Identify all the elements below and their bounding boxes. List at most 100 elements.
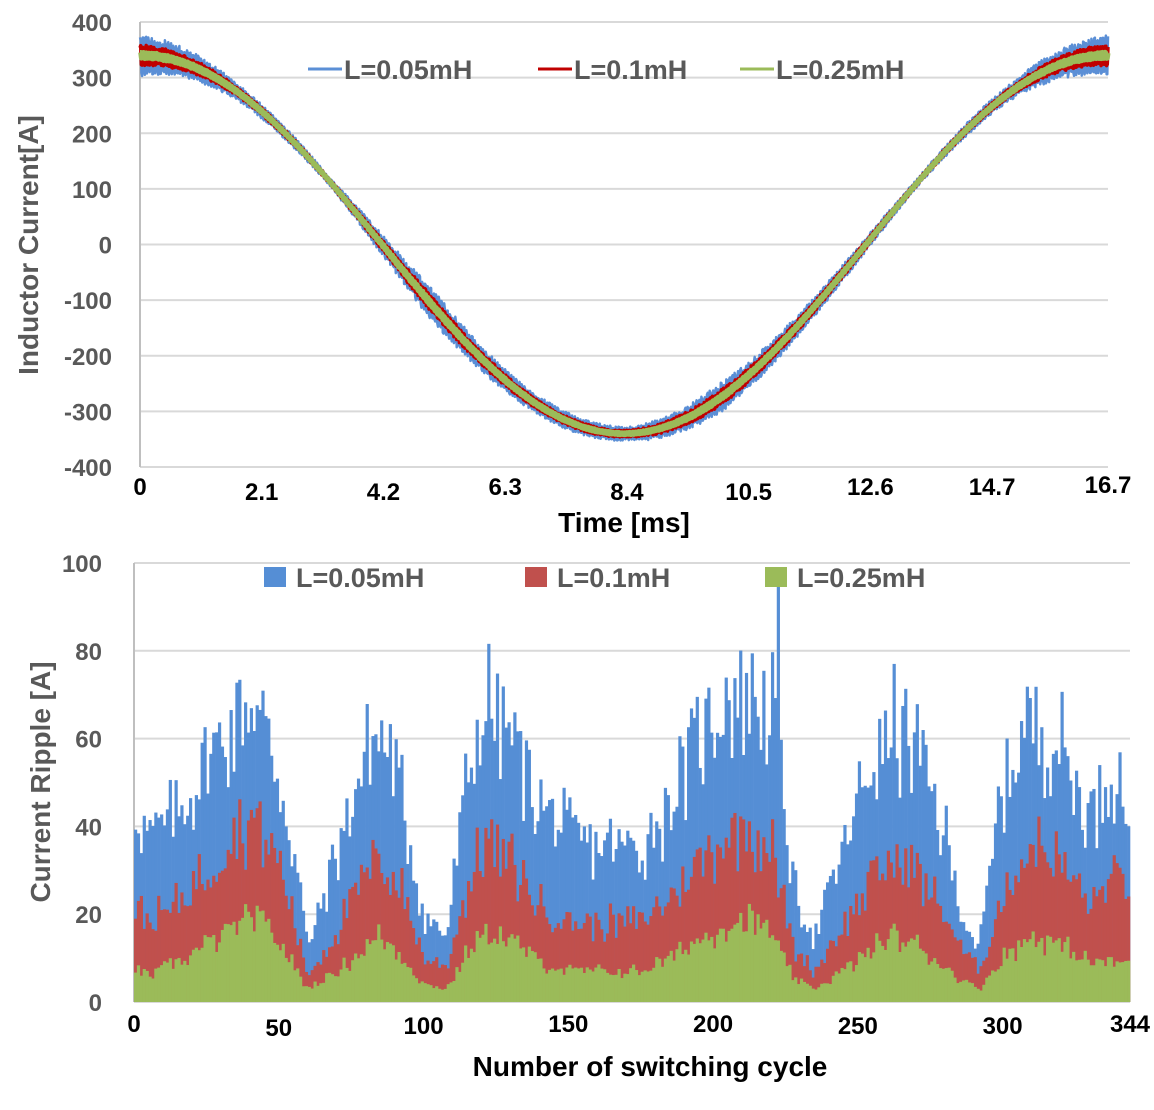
bar [1060,872,1064,1002]
bar [162,909,167,1002]
bar [1017,940,1021,1002]
bar [652,907,656,1002]
bar [863,910,867,1002]
bottom-y-tick-label: 40 [75,814,102,841]
bar [469,891,474,1002]
bar [909,938,914,1002]
bottom-x-tick-label: 200 [693,1011,733,1038]
bar [1121,962,1125,1002]
bar [391,871,395,1002]
bar [970,957,974,1002]
top-y-tick-labels: 400 300 200 100 0 -100 -200 -300 -400 [64,10,112,482]
bar [1092,965,1096,1002]
bar [753,934,757,1002]
bar [938,968,943,1002]
bar [698,943,702,1002]
bar [863,957,867,1002]
bar [782,952,786,1002]
bar [953,870,957,1002]
bar [336,976,340,1002]
bar [828,984,833,1002]
bar [1098,765,1102,1002]
bar [264,839,268,1002]
bar [568,797,572,1002]
bar [637,975,641,1002]
bar [562,974,566,1002]
bar [151,929,155,1002]
bar [744,851,749,1002]
bar [941,968,945,1002]
bottom-x-tick-labels: 0 50 100 150 200 250 300 344 [127,1011,1150,1042]
top-y-tick-label: -400 [64,455,112,482]
bar [521,947,526,1002]
bar [246,820,251,1002]
bar [189,798,193,1002]
bar [1112,966,1116,1002]
bar [1040,845,1044,1002]
bar [452,980,456,1002]
bar [866,947,870,1002]
bar [154,812,158,1002]
top-x-tick-label: 10.5 [725,479,772,506]
bar [174,882,178,1002]
bar [327,859,332,1002]
bar [672,888,676,1002]
bar [802,924,807,1002]
bar [605,972,610,1002]
bar [229,925,233,1002]
bar [1086,959,1090,1002]
bar [588,916,592,1002]
bar [773,698,778,1002]
bar [542,810,546,1002]
bar [183,905,187,1002]
bar [1043,955,1047,1002]
bar [362,872,366,1002]
bar [519,731,523,1002]
bar [1121,873,1125,1002]
bar [770,935,775,1002]
bottom-bars [134,576,1131,1002]
bottom-legend-label: L=0.25mH [797,563,925,593]
bar [469,767,474,1002]
bar [244,702,248,1002]
bar [872,860,876,1002]
bar [831,940,835,1002]
bar [438,930,442,1002]
bar [617,913,621,1002]
bar [1098,889,1102,1002]
bar [435,957,439,1002]
bar [1011,948,1015,1002]
bar [548,800,552,1002]
bar [536,905,540,1002]
bar [409,967,413,1002]
bar [797,954,801,1002]
bar [730,817,734,1002]
bar [576,968,581,1002]
bar [736,717,740,1002]
bar [313,981,317,1002]
bar [988,946,992,1002]
bar [411,928,416,1002]
bar [675,949,679,1002]
bar [875,856,879,1002]
bar [1080,897,1084,1002]
bar [194,947,198,1002]
bar [316,962,320,1002]
bar [576,929,581,1002]
bar [617,968,621,1002]
bar [632,906,636,1002]
bar [527,946,531,1002]
bar [1063,852,1067,1002]
bar [663,906,668,1002]
bar [831,975,835,1002]
bar [918,863,922,1002]
bar [180,964,184,1002]
bar [1054,831,1058,1002]
bar [660,915,665,1002]
bar [996,900,1001,1002]
bar [579,928,584,1002]
bar [620,915,624,1002]
bar [779,888,783,1002]
bar [964,979,969,1002]
bar [461,900,465,1002]
